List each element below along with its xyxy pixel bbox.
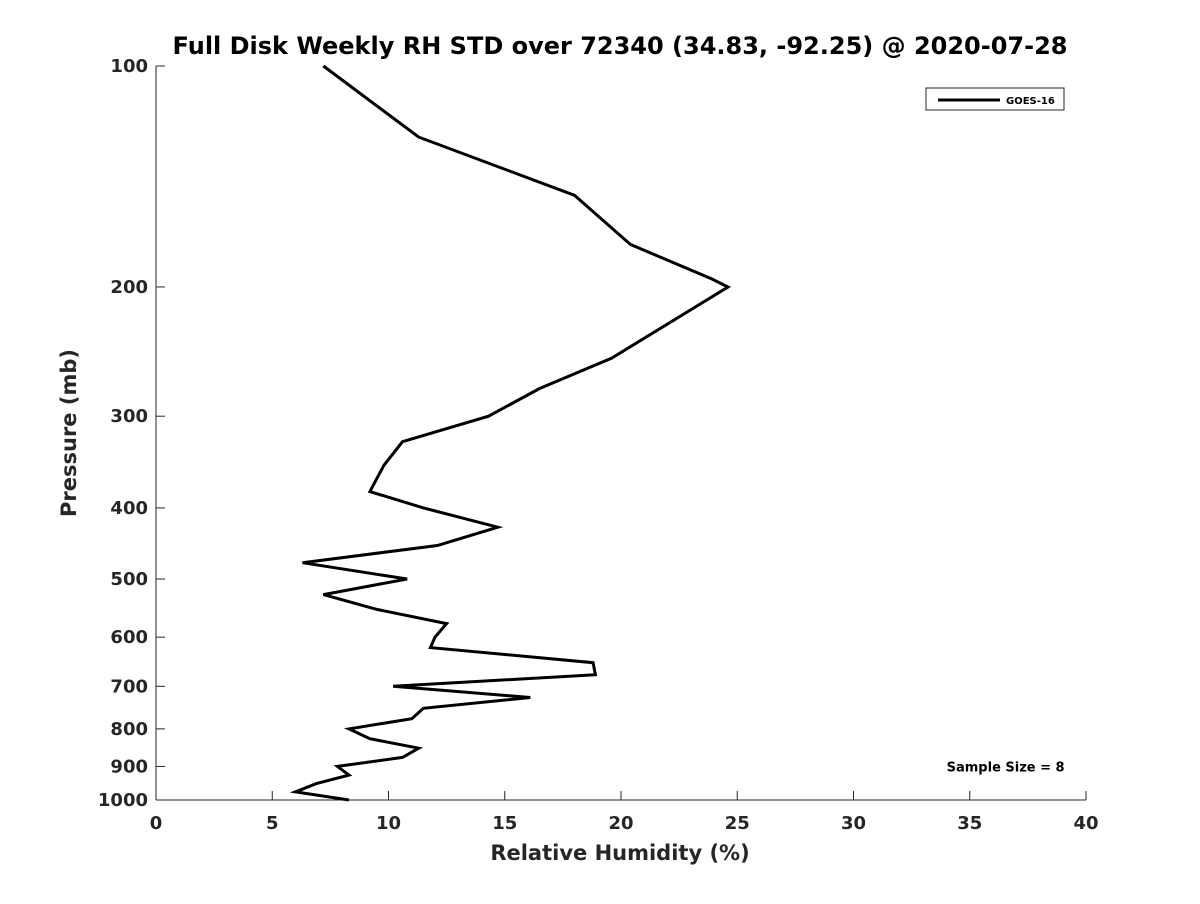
legend-entry: GOES-16 (1006, 96, 1055, 107)
y-tick-label: 200 (110, 277, 148, 298)
y-tick-label: 600 (110, 627, 148, 648)
x-tick-label: 5 (266, 813, 279, 834)
legend: GOES-16 (926, 88, 1064, 110)
x-axis-ticks: 0 5 10 15 20 25 30 35 40 (150, 791, 1099, 834)
series-layer (296, 66, 729, 800)
x-tick-label: 15 (492, 813, 517, 834)
x-tick-label: 30 (841, 813, 866, 834)
y-tick-label: 400 (110, 498, 148, 519)
chart: Full Disk Weekly RH STD over 72340 (34.8… (0, 0, 1200, 900)
x-tick-label: 20 (608, 813, 633, 834)
y-tick-label: 1000 (98, 790, 148, 811)
y-axis-ticks: 100 200 300 400 500 600 700 800 900 1000 (98, 56, 165, 811)
x-tick-label: 0 (150, 813, 163, 834)
y-tick-label: 500 (110, 569, 148, 590)
annotations: Sample Size = 8 (947, 760, 1065, 775)
y-tick-label: 700 (110, 676, 148, 697)
plot-axes (156, 66, 1086, 800)
series-line-goes-16 (296, 66, 729, 800)
x-tick-label: 40 (1073, 813, 1098, 834)
x-tick-label: 25 (725, 813, 750, 834)
x-axis-label: Relative Humidity (%) (490, 841, 749, 865)
y-axis-label: Pressure (mb) (57, 349, 81, 517)
y-tick-label: 300 (110, 406, 148, 427)
chart-svg: Full Disk Weekly RH STD over 72340 (34.8… (0, 0, 1200, 900)
chart-title: Full Disk Weekly RH STD over 72340 (34.8… (173, 32, 1068, 60)
x-tick-label: 10 (376, 813, 401, 834)
x-tick-label: 35 (957, 813, 982, 834)
y-tick-label: 900 (110, 756, 148, 777)
y-tick-label: 100 (110, 56, 148, 77)
sample-size-annotation: Sample Size = 8 (947, 760, 1065, 775)
y-tick-label: 800 (110, 719, 148, 740)
